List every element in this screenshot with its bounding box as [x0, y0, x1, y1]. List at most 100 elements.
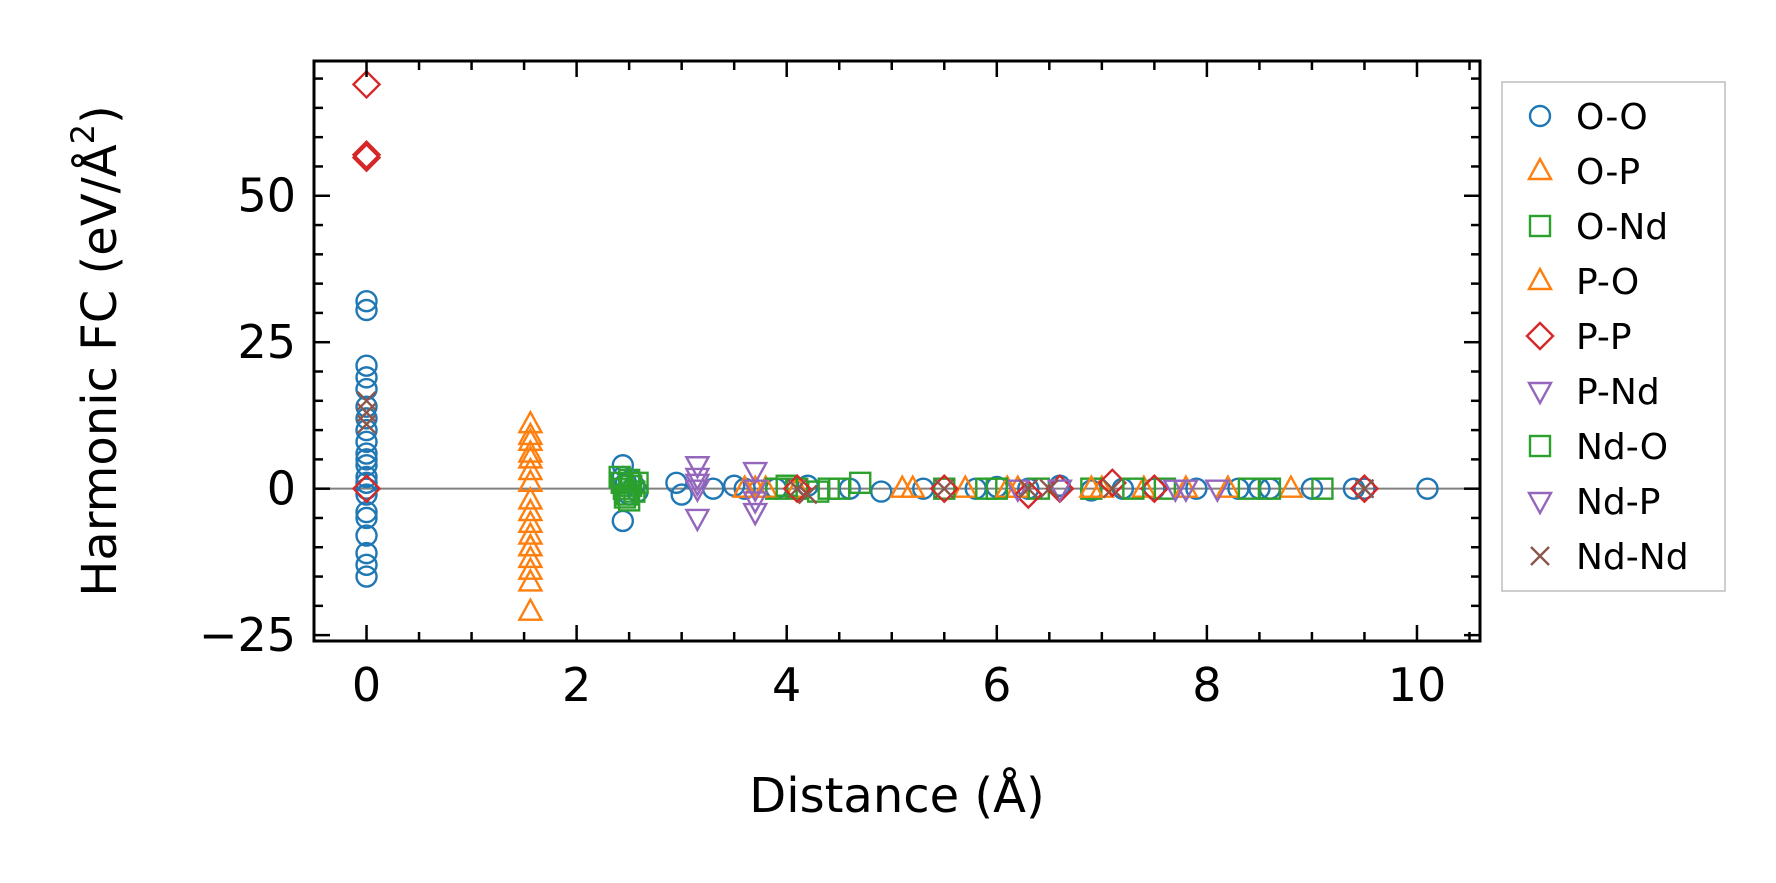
data-point	[355, 448, 378, 471]
x-axis-label: Distance (Å)	[749, 767, 1044, 824]
x-tick-label: 4	[772, 658, 801, 712]
y-tick-label: −25	[199, 608, 296, 662]
data-point	[1004, 479, 1031, 504]
y-tick-label: 0	[267, 462, 296, 516]
data-point	[351, 473, 382, 504]
data-point	[1349, 473, 1380, 504]
legend-label: O-P	[1576, 152, 1640, 193]
data-point	[517, 509, 544, 534]
data-point	[517, 597, 544, 621]
data-point	[355, 565, 378, 588]
y-tick-labels: −25 0 25 50	[199, 169, 296, 662]
data-point	[742, 461, 769, 486]
data-point	[355, 553, 378, 577]
data-point	[356, 414, 377, 435]
data-point	[787, 478, 808, 499]
legend-label: P-O	[1576, 262, 1639, 303]
data-point	[1139, 473, 1170, 504]
data-point	[620, 474, 643, 497]
legend-item: O-O	[1528, 97, 1648, 138]
data-point	[985, 477, 1008, 500]
axis-ticks	[314, 61, 1480, 641]
data-point	[517, 532, 544, 557]
data-point	[1416, 477, 1439, 500]
data-point	[1185, 477, 1208, 500]
data-points	[351, 69, 1439, 621]
data-point	[355, 290, 378, 313]
y-tick-label: 25	[237, 315, 296, 369]
data-point	[1237, 477, 1261, 500]
data-point	[1214, 474, 1241, 498]
x-tick-label: 6	[982, 658, 1011, 712]
data-point	[355, 377, 378, 401]
data-point	[1172, 474, 1199, 498]
data-point	[1039, 478, 1060, 499]
data-point	[684, 456, 711, 480]
legend-label: O-Nd	[1576, 207, 1668, 248]
data-point	[351, 69, 382, 100]
legend-item: O-P	[1526, 152, 1640, 193]
data-point	[849, 471, 872, 495]
legend-item: Nd-P	[1526, 482, 1660, 523]
legend-label: P-P	[1576, 317, 1632, 358]
data-point	[517, 497, 544, 522]
data-point	[355, 366, 378, 389]
legend-item: P-Nd	[1526, 372, 1660, 413]
data-point	[817, 477, 840, 500]
data-point	[1353, 477, 1376, 500]
data-point	[355, 506, 378, 530]
data-point	[1018, 478, 1039, 499]
data-point	[870, 480, 893, 503]
data-point	[355, 407, 378, 430]
series-o-p	[517, 409, 1304, 621]
legend-marker	[1526, 156, 1554, 181]
series-nd-nd	[356, 390, 1375, 505]
data-point	[517, 421, 544, 446]
data-point	[517, 439, 544, 463]
data-point	[517, 456, 544, 481]
data-point	[517, 444, 544, 469]
x-tick-label: 0	[352, 658, 381, 712]
data-point	[684, 508, 711, 533]
data-point	[1078, 474, 1105, 498]
data-point	[1172, 479, 1199, 504]
data-point	[684, 467, 711, 492]
x-tick-labels: 0 2 4 6 8 10	[352, 658, 1446, 712]
legend-label: Nd-Nd	[1576, 537, 1689, 578]
data-point	[355, 418, 378, 442]
data-point	[742, 474, 769, 498]
data-point	[1046, 479, 1073, 504]
data-point	[742, 502, 769, 527]
data-point	[355, 298, 378, 322]
data-point	[355, 354, 378, 377]
legend-label: P-Nd	[1576, 372, 1660, 413]
legend-marker	[1528, 104, 1552, 128]
data-point	[684, 473, 711, 498]
data-point	[742, 491, 769, 515]
legend-box	[1501, 81, 1726, 592]
data-point	[617, 468, 641, 492]
data-point	[517, 521, 544, 545]
data-point	[929, 473, 959, 504]
series-p-o	[517, 421, 1199, 557]
legend-item: P-O	[1526, 262, 1639, 303]
data-point	[1311, 477, 1334, 500]
legend-label: O-O	[1576, 97, 1648, 138]
legend-item: Nd-O	[1528, 427, 1668, 468]
data-point	[355, 471, 378, 495]
y-axis-label-superscript: 2	[64, 124, 102, 144]
legend-label: Nd-P	[1576, 482, 1660, 523]
data-point	[684, 479, 711, 504]
plot-frame	[312, 59, 1482, 643]
series-nd-o	[613, 468, 1261, 509]
data-point	[1277, 474, 1304, 498]
x-tick-label: 10	[1388, 658, 1447, 712]
data-point	[355, 395, 378, 418]
series-p-p	[351, 69, 1380, 510]
data-point	[1153, 477, 1177, 500]
data-point	[1013, 479, 1044, 510]
series-nd-p	[684, 473, 1199, 515]
data-point	[1122, 477, 1145, 500]
data-point	[613, 486, 637, 509]
